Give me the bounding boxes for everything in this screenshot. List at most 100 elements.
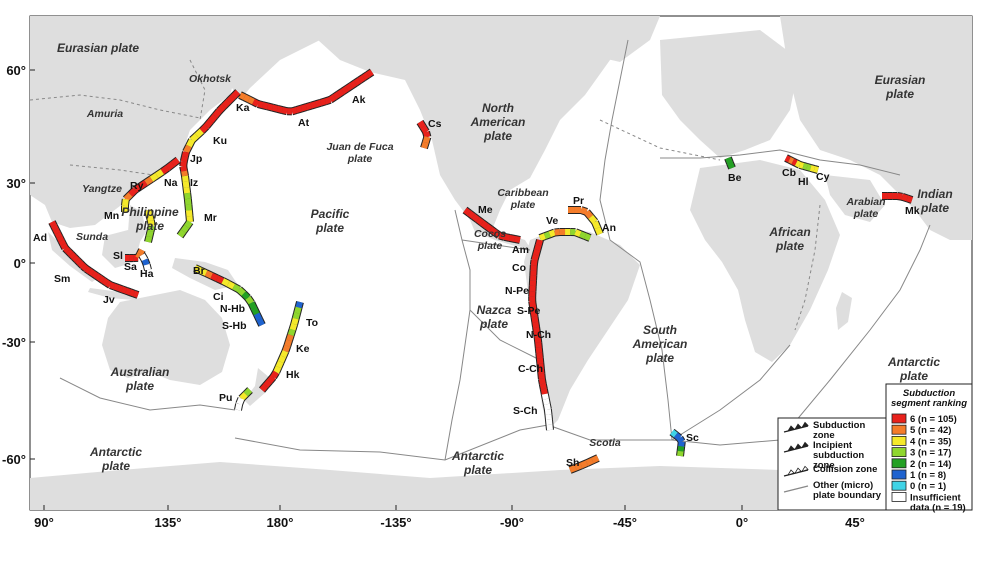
andes-block (537, 368, 545, 374)
tonga-kermadec-block (280, 350, 289, 358)
triangle-symbol (801, 441, 809, 449)
andes-block (542, 398, 550, 405)
makran-block (906, 195, 913, 203)
segment-label: N-Pe (505, 285, 529, 297)
izu-mariana-block (182, 175, 189, 183)
lon-tick-label: 90° (34, 515, 54, 530)
plate-label-antarctic-s: plate (463, 463, 492, 477)
andes-block (543, 403, 551, 410)
lat-tick-label: 60° (6, 63, 26, 78)
segment-label: Sa (124, 261, 137, 273)
andes-block (545, 414, 552, 420)
aleutian-block (332, 91, 341, 100)
new-britain-block (210, 273, 219, 282)
kuril-block (217, 104, 227, 114)
japan-landmass (150, 120, 182, 180)
boundary-legend-label: subduction (813, 450, 864, 461)
sunda-block (66, 249, 74, 257)
venezuela-block (574, 229, 582, 237)
plate-label-cocos: plate (477, 240, 503, 252)
andes-block (529, 301, 536, 308)
sunda-block (56, 235, 65, 243)
izu-mariana-block (185, 210, 193, 217)
boundary-legend-label: zone (813, 460, 835, 471)
lon-tick-label: -45° (613, 515, 637, 530)
aleutian-block (310, 101, 317, 109)
lesser-antilles-block (588, 215, 598, 224)
tonga-kermadec-block (291, 317, 299, 325)
andes-block (535, 342, 542, 349)
aleutian-block (336, 88, 345, 97)
ryukyu-block (122, 198, 129, 206)
andes-block (533, 331, 541, 338)
new-britain-block (256, 318, 265, 327)
segment-label: Ci (213, 291, 224, 303)
kuril-block (204, 119, 213, 129)
tonga-kermadec-block (287, 328, 296, 336)
scotia-arc-block (670, 429, 678, 438)
izu-mariana-block (185, 204, 192, 211)
segment-label: Sm (54, 273, 70, 285)
andes-block (531, 316, 539, 323)
sunda-block (87, 268, 95, 276)
ranking-swatch (891, 458, 907, 469)
africa-antarctic-ridge (671, 344, 791, 441)
plate-label-amuria: Amuria (86, 108, 123, 120)
segment-label: Na (164, 177, 178, 189)
hellenic-block (806, 164, 812, 171)
indian-ocean-ridge (779, 224, 931, 441)
philippine-block (145, 209, 153, 217)
plate-label-north-american: American (470, 115, 526, 129)
cascadia-block (421, 141, 429, 149)
mexico-block (484, 223, 493, 232)
new-britain-block (237, 287, 246, 296)
hellenic-block (802, 163, 808, 170)
lon-tick-label: 180° (267, 515, 294, 530)
segment-label: An (602, 222, 616, 234)
kuril-block (221, 99, 231, 109)
segment-label: Ve (546, 215, 558, 227)
tonga-kermadec-block (273, 365, 282, 374)
plate-label-antarctic-sw: Antarctic (89, 445, 142, 459)
mexico-block (493, 229, 502, 238)
tonga-kermadec-block (270, 370, 279, 379)
ranking-legend-label: 4 (n = 35) (910, 436, 951, 447)
ryukyu-block (165, 161, 175, 171)
scotia-arc-block (677, 446, 685, 452)
izu-mariana-block (182, 181, 190, 188)
segment-label: N-Ch (526, 329, 551, 341)
andes-block (538, 373, 545, 380)
kuril-block (208, 114, 218, 124)
boundary-symbol (783, 485, 809, 493)
lon-tick-label: -135° (380, 515, 411, 530)
plate-label-north-american: North (482, 101, 514, 115)
sunda-block (63, 246, 71, 254)
hellenic-block (788, 157, 795, 165)
sunda-block (125, 287, 132, 296)
segment-label: Cy (816, 171, 830, 183)
segment-label: Jp (190, 153, 202, 165)
subduction-segments (48, 68, 914, 474)
plate-label-indian: Indian (917, 187, 952, 201)
tonga-kermadec-block (263, 379, 272, 388)
triangle-symbol (794, 443, 802, 450)
ranking-legend-label: 2 (n = 14) (910, 459, 951, 470)
segment-label: Hk (286, 369, 300, 381)
segment-label: Me (478, 204, 493, 216)
triangle-symbol (787, 445, 795, 452)
scotia-arc-block (677, 450, 684, 457)
sunda-block (53, 228, 61, 235)
aleutian-block (291, 107, 298, 115)
boundary-legend-label: plate boundary (813, 490, 882, 501)
land-masses (30, 16, 972, 510)
mexico-block (498, 232, 506, 240)
sunda-block (60, 243, 68, 250)
venezuela-block (538, 233, 546, 241)
plate-label-south-american: plate (645, 351, 674, 365)
europe-landmass (660, 30, 800, 158)
tonga-kermadec-block (282, 344, 291, 353)
sunda-block (133, 290, 140, 298)
segment-label: S-Pe (517, 305, 541, 317)
plate-label-okhotsk: Okhotsk (189, 73, 232, 85)
philippines-landmass (128, 205, 146, 245)
